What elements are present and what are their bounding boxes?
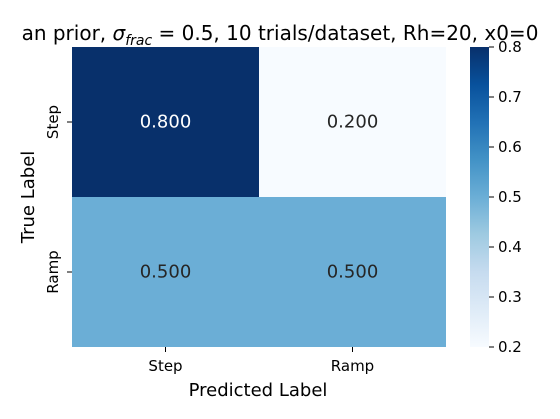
x-axis-label: Predicted Label xyxy=(189,380,328,401)
y-tick-label: Ramp xyxy=(44,250,62,293)
colorbar-ticks: 0.8 0.7 0.6 0.5 0.4 0.3 0.2 xyxy=(489,38,522,356)
heatmap-cell xyxy=(72,197,259,347)
colorbar-tick-label: 0.6 xyxy=(498,138,522,156)
colorbar xyxy=(470,47,489,347)
title-subscript: frac xyxy=(125,33,152,49)
title-part-before: an prior, xyxy=(22,21,113,45)
heatmap-cell xyxy=(259,47,446,197)
y-tick-label: Step xyxy=(44,105,62,139)
colorbar-tick-label: 0.2 xyxy=(498,338,522,356)
colorbar-tick-label: 0.7 xyxy=(498,88,522,106)
colorbar-tick-label: 0.8 xyxy=(498,38,522,56)
x-axis-ticks: Step Ramp xyxy=(148,347,374,375)
cell-value-label: 0.500 xyxy=(327,262,379,283)
colorbar-tick-label: 0.4 xyxy=(498,238,522,256)
x-tick-label: Step xyxy=(148,357,182,375)
colorbar-tick-label: 0.5 xyxy=(498,188,522,206)
title-sigma: σ xyxy=(113,21,127,45)
cell-value-label: 0.500 xyxy=(140,262,192,283)
heatmap-cells: 0.800 0.200 0.500 0.500 xyxy=(72,47,446,347)
heatmap-cell xyxy=(259,197,446,347)
x-tick-label: Ramp xyxy=(331,357,374,375)
chart-title: an prior, σfrac = 0.5, 10 trials/dataset… xyxy=(22,21,539,49)
cell-value-label: 0.800 xyxy=(140,112,192,133)
colorbar-tick-label: 0.3 xyxy=(498,288,522,306)
title-part-after: = 0.5, 10 trials/dataset, Rh=20, x0=0 xyxy=(152,21,538,45)
y-axis-label: True Label xyxy=(18,151,39,245)
y-axis-ticks: Step Ramp xyxy=(44,105,72,294)
cell-value-label: 0.200 xyxy=(327,112,379,133)
heatmap-cell xyxy=(72,47,259,197)
